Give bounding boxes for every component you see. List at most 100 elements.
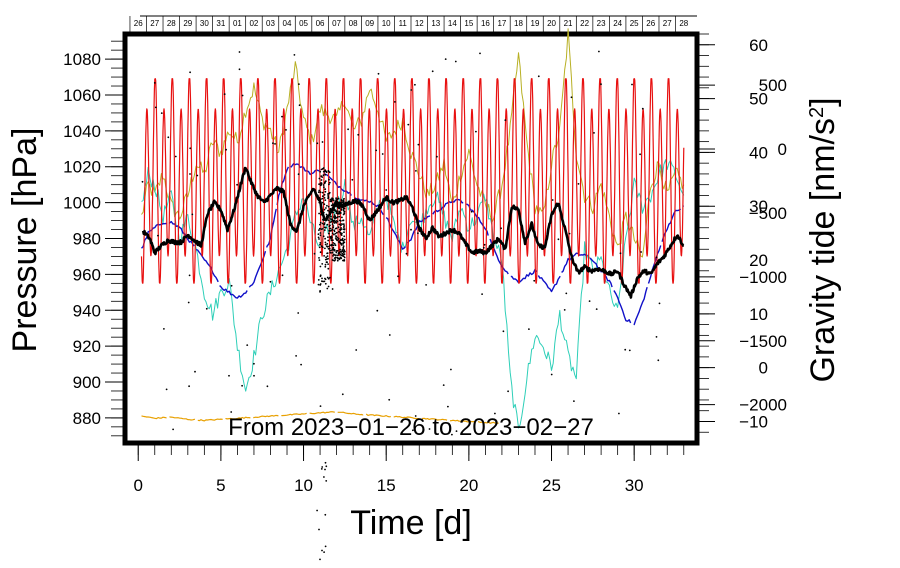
noise-dot	[329, 249, 332, 252]
gravity-axis: −10 0 10 20 30 40 50 60 −2000 −1500 −1000 −500 0 500	[697, 33, 787, 433]
outlier-dot	[320, 468, 323, 470]
x-tick-label: 10	[294, 476, 313, 495]
noise-dot	[327, 205, 330, 208]
x-tick-label: 5	[216, 476, 225, 495]
outlier-dot	[141, 180, 144, 183]
noise-dot	[327, 247, 330, 250]
outlier-dot	[447, 405, 449, 408]
noise-dot	[317, 191, 320, 194]
noise-dot	[326, 252, 328, 255]
outlier-dot	[417, 143, 420, 146]
outlier-dot	[381, 153, 384, 155]
noise-dot	[328, 192, 330, 195]
noise-dot	[317, 199, 320, 202]
outlier-dot	[376, 309, 379, 312]
outlier-dot	[163, 328, 165, 330]
noise-dot	[331, 210, 334, 213]
noise-dot	[340, 251, 343, 253]
outlier-dot	[455, 430, 458, 432]
noise-dot	[324, 181, 326, 184]
outlier-dot	[241, 384, 244, 387]
noise-dot	[331, 251, 334, 254]
outlier-dot	[160, 112, 163, 114]
noise-dot	[343, 256, 346, 259]
outlier-dot	[600, 83, 602, 86]
outlier-dot	[570, 96, 573, 99]
outlier-dot	[324, 461, 327, 464]
outlier-dot	[298, 104, 301, 107]
noise-dot	[330, 200, 333, 203]
outlier-dot	[436, 155, 438, 158]
tide-tick-label: −1500	[739, 332, 787, 351]
noise-dot	[328, 225, 331, 228]
outlier-dot	[281, 274, 284, 277]
noise-dot	[328, 171, 331, 174]
outlier-dot	[657, 359, 660, 362]
noise-dot	[329, 198, 332, 201]
outlier-dot	[414, 83, 416, 86]
noise-dot	[342, 209, 345, 212]
noise-dot	[325, 256, 327, 259]
outlier-dot	[297, 312, 300, 314]
noise-dot	[335, 201, 338, 204]
outlier-dot	[269, 280, 272, 283]
noise-dot	[342, 201, 345, 203]
noise-dot	[333, 205, 336, 207]
noise-dot	[340, 208, 343, 210]
outlier-dot	[246, 344, 249, 346]
y-axis-right-title-close: ]	[804, 97, 842, 106]
date-label: 21	[564, 19, 573, 28]
outlier-dot	[593, 132, 595, 134]
noise-dot	[342, 199, 345, 202]
outlier-dot	[266, 385, 269, 388]
noise-dot	[326, 243, 329, 245]
date-label: 10	[382, 19, 391, 28]
date-label: 19	[531, 19, 540, 28]
noise-dot	[342, 208, 345, 211]
tide-tick-label: 0	[778, 140, 787, 159]
noise-dot	[318, 196, 321, 199]
outlier-dot	[157, 234, 159, 237]
noise-dot	[323, 186, 325, 189]
noise-dot	[319, 275, 322, 278]
x-tick-label: 30	[625, 476, 644, 495]
noise-dot	[329, 244, 331, 247]
noise-dot	[335, 250, 337, 252]
outlier-dot	[316, 142, 319, 145]
y-left-tick-label: 960	[73, 265, 101, 284]
noise-dot	[339, 248, 341, 251]
outlier-dot	[450, 368, 452, 371]
outlier-dot	[377, 72, 380, 75]
noise-dot	[330, 236, 333, 239]
noise-dot	[319, 284, 322, 286]
noise-dot	[335, 227, 338, 230]
noise-dot	[324, 243, 327, 246]
noise-dot	[328, 217, 330, 219]
outlier-dot	[494, 412, 496, 415]
outlier-dot	[205, 307, 208, 310]
gravity-tick-label: −10	[739, 412, 768, 431]
outlier-dot	[641, 107, 644, 110]
outlier-dot	[293, 54, 296, 56]
outlier-dot	[357, 133, 360, 136]
outlier-dot	[537, 75, 540, 78]
noise-dot	[324, 237, 326, 240]
noise-dot	[320, 212, 323, 215]
y-left-tick-label: 1060	[63, 86, 101, 105]
noise-dot	[323, 255, 325, 257]
noise-dot	[339, 253, 342, 256]
x-axis-title: Time [d]	[350, 504, 472, 542]
outlier-dot	[241, 94, 244, 97]
noise-dot	[325, 226, 327, 229]
date-label: 30	[200, 19, 209, 28]
noise-dot	[336, 256, 339, 259]
noise-dot	[319, 265, 322, 268]
noise-dot	[327, 239, 330, 242]
outlier-dot	[281, 115, 283, 118]
noise-dot	[328, 229, 331, 232]
date-label: 12	[415, 19, 424, 28]
noise-dot	[330, 204, 333, 207]
outlier-dot	[230, 284, 233, 287]
outlier-dot	[189, 71, 192, 74]
